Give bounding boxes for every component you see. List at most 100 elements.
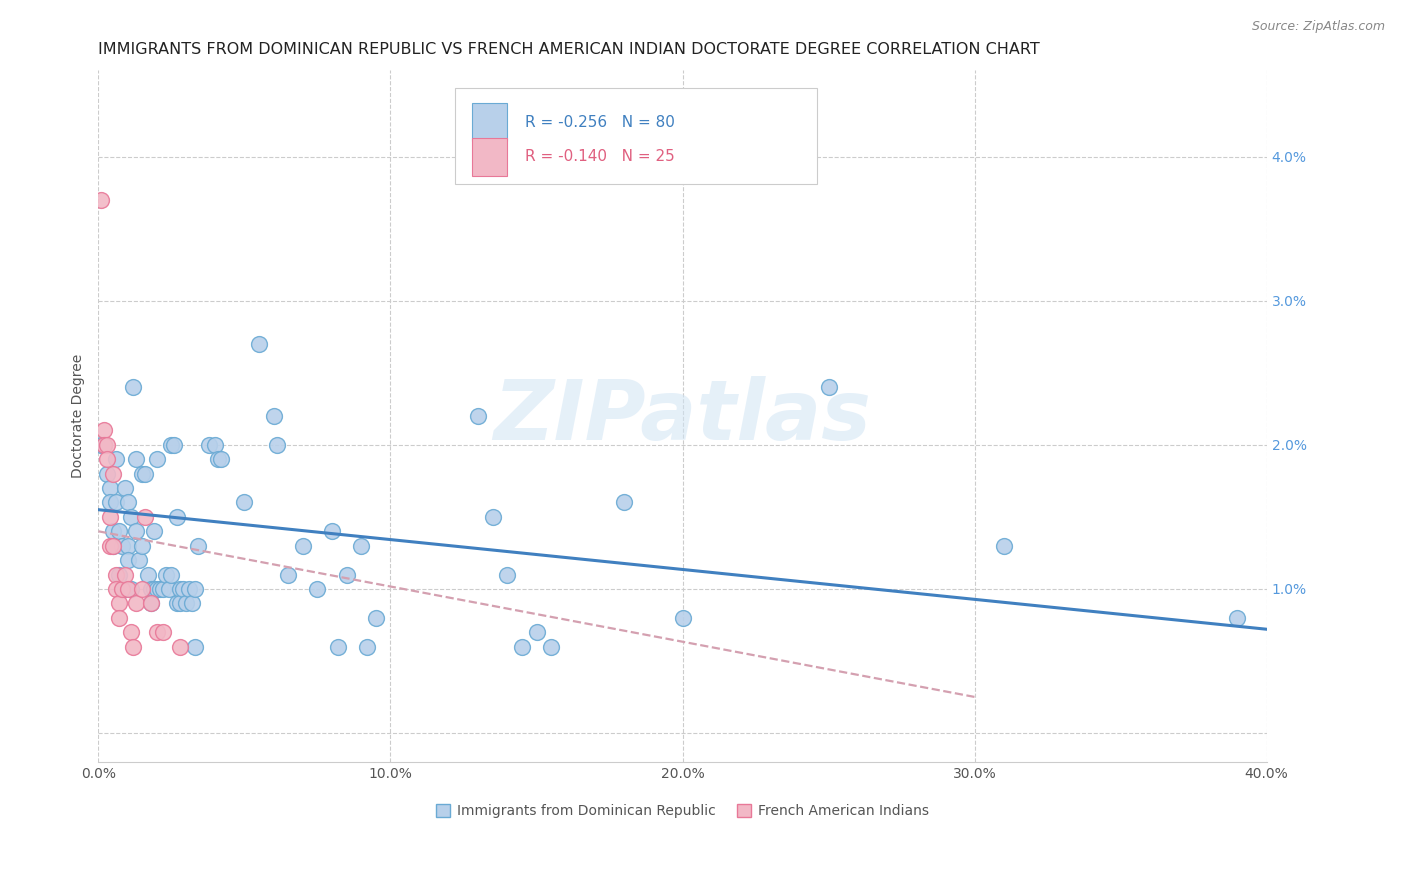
Point xyxy=(307,582,329,596)
Text: IMMIGRANTS FROM DOMINICAN REPUBLIC VS FRENCH AMERICAN INDIAN DOCTORATE DEGREE CO: IMMIGRANTS FROM DOMINICAN REPUBLIC VS FR… xyxy=(98,42,1040,57)
Point xyxy=(111,582,134,596)
Text: R = -0.140   N = 25: R = -0.140 N = 25 xyxy=(524,149,675,164)
Point xyxy=(125,452,148,467)
Point xyxy=(108,567,131,582)
Point xyxy=(172,582,194,596)
Point xyxy=(613,495,636,509)
Text: ZIPatlas: ZIPatlas xyxy=(494,376,872,457)
Point xyxy=(142,582,165,596)
Text: R = -0.256   N = 80: R = -0.256 N = 80 xyxy=(524,115,675,129)
Point xyxy=(169,596,191,610)
Point xyxy=(266,438,288,452)
Point xyxy=(146,625,169,640)
Point xyxy=(356,640,378,654)
Point xyxy=(134,467,156,481)
Point xyxy=(134,509,156,524)
Point xyxy=(93,438,115,452)
Point xyxy=(160,567,183,582)
Point xyxy=(540,640,562,654)
Point xyxy=(207,452,229,467)
Point xyxy=(120,582,142,596)
Point xyxy=(139,596,162,610)
FancyBboxPatch shape xyxy=(472,103,508,141)
Point xyxy=(152,582,174,596)
Point xyxy=(277,567,299,582)
Point xyxy=(104,582,127,596)
Point xyxy=(104,452,127,467)
Point xyxy=(93,438,115,452)
Text: Source: ZipAtlas.com: Source: ZipAtlas.com xyxy=(1251,20,1385,33)
Point xyxy=(104,495,127,509)
Point xyxy=(114,567,136,582)
Legend: Immigrants from Dominican Republic, French American Indians: Immigrants from Dominican Republic, Fren… xyxy=(430,799,934,824)
Point xyxy=(198,438,221,452)
Point xyxy=(139,582,162,596)
Point xyxy=(817,380,839,394)
Point xyxy=(96,438,118,452)
Point xyxy=(117,539,139,553)
Point xyxy=(204,438,226,452)
Point xyxy=(177,582,200,596)
Point xyxy=(101,539,124,553)
Point xyxy=(101,467,124,481)
Point xyxy=(96,452,118,467)
Point xyxy=(101,524,124,539)
Point xyxy=(149,582,172,596)
Point xyxy=(131,467,153,481)
Point xyxy=(98,481,121,495)
Point xyxy=(160,438,183,452)
Point xyxy=(120,625,142,640)
Point xyxy=(131,582,153,596)
Point xyxy=(671,611,693,625)
Point xyxy=(117,582,139,596)
Point xyxy=(131,539,153,553)
Point xyxy=(114,582,136,596)
FancyBboxPatch shape xyxy=(454,87,817,185)
Point xyxy=(122,380,145,394)
Point xyxy=(364,611,387,625)
Point xyxy=(526,625,548,640)
Point xyxy=(481,509,503,524)
Point xyxy=(155,567,177,582)
Point xyxy=(163,438,186,452)
Point xyxy=(122,640,145,654)
Point xyxy=(125,524,148,539)
Point xyxy=(111,539,134,553)
Point xyxy=(169,582,191,596)
Point xyxy=(96,467,118,481)
Y-axis label: Doctorate Degree: Doctorate Degree xyxy=(72,354,86,478)
Point xyxy=(174,596,197,610)
Point xyxy=(108,596,131,610)
Point xyxy=(111,582,134,596)
Point xyxy=(321,524,343,539)
Point xyxy=(291,539,314,553)
Point xyxy=(152,625,174,640)
Point xyxy=(114,481,136,495)
Point xyxy=(496,567,519,582)
Point xyxy=(98,509,121,524)
Point xyxy=(136,567,159,582)
Point xyxy=(326,640,349,654)
Point xyxy=(184,582,207,596)
Point xyxy=(90,438,112,452)
Point xyxy=(125,596,148,610)
Point xyxy=(120,509,142,524)
Point xyxy=(104,567,127,582)
Point xyxy=(336,567,359,582)
Point xyxy=(184,640,207,654)
Point xyxy=(108,524,131,539)
Point xyxy=(93,424,115,438)
FancyBboxPatch shape xyxy=(472,138,508,176)
Point xyxy=(157,582,180,596)
Point xyxy=(117,553,139,567)
Point xyxy=(117,495,139,509)
Point xyxy=(233,495,256,509)
Point xyxy=(180,596,202,610)
Point xyxy=(128,553,150,567)
Point xyxy=(1226,611,1249,625)
Point xyxy=(510,640,533,654)
Point xyxy=(263,409,285,423)
Point xyxy=(166,596,188,610)
Point xyxy=(350,539,373,553)
Point xyxy=(142,524,165,539)
